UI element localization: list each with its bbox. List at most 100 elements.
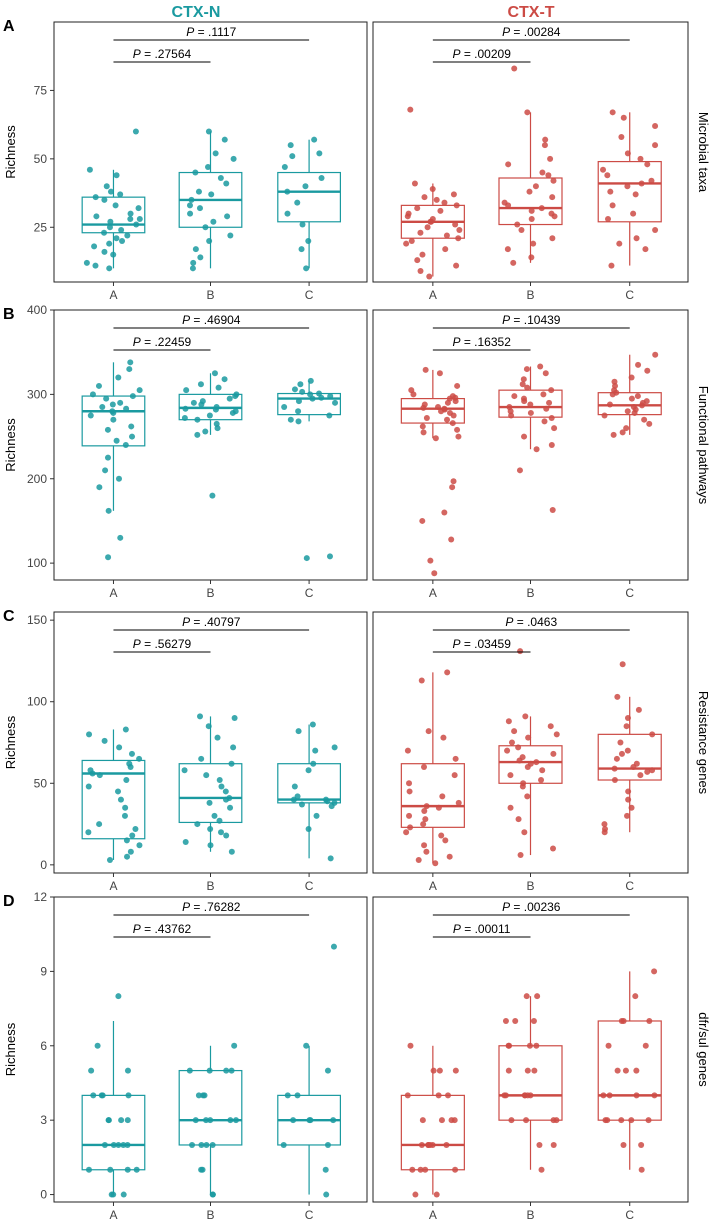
data-point [652, 142, 659, 149]
x-tick-label: C [625, 288, 634, 302]
data-point [538, 1166, 545, 1173]
column-title-ctx-n: CTX-N [172, 4, 221, 21]
data-point [313, 812, 320, 819]
data-point [327, 393, 334, 400]
data-point [299, 388, 306, 395]
data-point [620, 1141, 627, 1148]
box-CTX-T-A [400, 106, 465, 280]
data-point [101, 1141, 108, 1148]
data-point [122, 726, 129, 733]
data-point [110, 416, 117, 423]
data-point [515, 816, 522, 823]
data-point [518, 227, 525, 233]
box-iqr [498, 1045, 563, 1121]
data-point [635, 361, 642, 368]
data-point [103, 183, 110, 190]
data-point [607, 188, 614, 195]
box-CTX-N-B [178, 128, 243, 272]
data-point [181, 767, 188, 774]
data-point [549, 194, 556, 201]
data-point [517, 852, 524, 859]
data-point [197, 381, 204, 388]
data-point [609, 391, 616, 398]
data-point [502, 1017, 509, 1024]
data-point [318, 175, 325, 181]
data-point [550, 177, 557, 184]
data-point [508, 412, 515, 419]
data-point [438, 1117, 445, 1124]
data-point [323, 1191, 330, 1198]
data-point [642, 246, 649, 253]
data-point [99, 404, 106, 411]
p-value-label: P = .76282 [182, 900, 241, 914]
data-point [524, 793, 531, 800]
data-point [419, 423, 426, 430]
data-point [93, 213, 100, 220]
data-point [446, 853, 453, 860]
y-tick-label: 200 [27, 472, 47, 486]
data-point [104, 426, 111, 433]
data-point [631, 409, 638, 416]
data-point [601, 821, 608, 828]
row-label-C: Resistance genes [696, 691, 711, 795]
data-point [423, 415, 430, 421]
data-point [624, 812, 631, 819]
p-value-label: P = .1117 [186, 25, 236, 39]
data-point [203, 772, 210, 779]
data-point [124, 1067, 131, 1074]
data-point [113, 172, 120, 179]
box-CTX-N-C [277, 943, 341, 1198]
data-point [107, 188, 114, 195]
data-point [324, 798, 331, 805]
data-point [522, 713, 529, 720]
data-point [417, 229, 424, 236]
data-point [194, 821, 201, 828]
data-point [85, 829, 92, 836]
data-point [609, 109, 616, 116]
data-point [630, 763, 637, 770]
data-point [527, 409, 534, 416]
data-point [294, 199, 301, 206]
data-point [110, 1191, 117, 1198]
data-point [548, 415, 555, 421]
data-point [195, 188, 202, 195]
data-point [206, 412, 213, 419]
data-point [198, 755, 205, 762]
data-point [435, 804, 442, 811]
data-point [435, 404, 442, 411]
box-CTX-T-C [597, 968, 662, 1173]
data-point [330, 1117, 337, 1124]
data-point [516, 757, 523, 764]
data-point [649, 767, 656, 774]
data-point [206, 237, 213, 244]
data-point [610, 431, 617, 438]
data-point [228, 760, 235, 767]
y-tick-label: 300 [27, 387, 47, 401]
box-iqr [597, 392, 662, 416]
y-tick-label: 100 [27, 695, 47, 709]
data-point [638, 402, 645, 409]
data-point [521, 1092, 528, 1099]
data-point [422, 1166, 429, 1173]
data-point [110, 1141, 117, 1148]
data-point [115, 374, 122, 381]
data-point [619, 661, 626, 668]
data-point [419, 251, 426, 258]
data-point [433, 1191, 440, 1198]
data-point [528, 216, 535, 223]
p-value-label: P = .00011 [453, 922, 511, 936]
data-point [403, 240, 410, 247]
data-point [407, 106, 414, 113]
data-point [624, 183, 631, 190]
data-point [537, 363, 544, 370]
data-point [611, 765, 618, 772]
data-point [136, 216, 143, 223]
data-point [208, 191, 215, 198]
data-point [521, 829, 528, 836]
data-point [196, 205, 203, 212]
data-point [538, 205, 545, 212]
data-point [600, 166, 607, 173]
data-point [303, 555, 310, 562]
data-point [287, 142, 294, 149]
data-point [190, 259, 197, 266]
